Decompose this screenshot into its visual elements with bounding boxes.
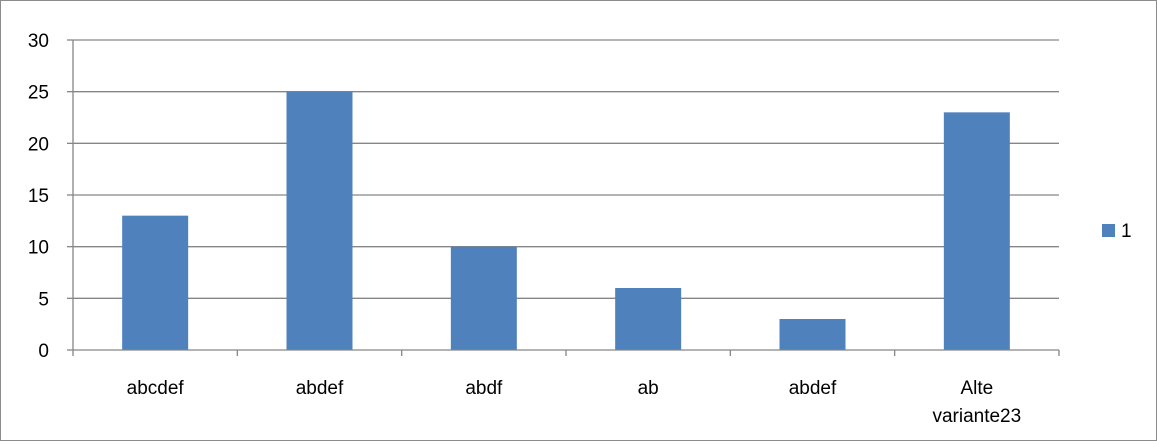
y-tick-label: 30 xyxy=(28,31,49,52)
bar-3 xyxy=(450,246,517,350)
y-tick-label: 15 xyxy=(28,186,49,207)
legend: 1 xyxy=(1102,221,1132,242)
y-tick-label: 10 xyxy=(28,238,49,259)
x-tick-label: abcdef xyxy=(127,378,185,399)
x-tick-label: abdf xyxy=(465,378,503,399)
legend-label: 1 xyxy=(1121,221,1132,242)
bar-4 xyxy=(615,288,682,350)
x-axis-tick-labels: abcdef abdef abdf ab abdef Alte variante23 xyxy=(127,378,1022,427)
bar-5 xyxy=(779,319,846,350)
axes xyxy=(67,39,1060,356)
bar-1 xyxy=(122,215,189,350)
legend-swatch xyxy=(1102,224,1115,237)
bar-6 xyxy=(943,112,1010,350)
x-tick-label: abdef xyxy=(296,378,344,399)
x-tick-label: abdef xyxy=(789,378,837,399)
bars xyxy=(122,91,1010,351)
x-tick-label: ab xyxy=(638,378,659,399)
y-tick-label: 25 xyxy=(28,83,49,104)
x-tick-label: Alte xyxy=(960,378,993,399)
gridlines xyxy=(73,39,1059,299)
y-tick-label: 0 xyxy=(38,341,49,362)
y-tick-label: 5 xyxy=(38,289,49,310)
x-tick-label: variante23 xyxy=(932,406,1021,427)
y-tick-label: 20 xyxy=(28,134,49,155)
y-axis-tick-labels: 0 5 10 15 20 25 30 xyxy=(28,31,49,362)
bar-2 xyxy=(286,91,353,351)
